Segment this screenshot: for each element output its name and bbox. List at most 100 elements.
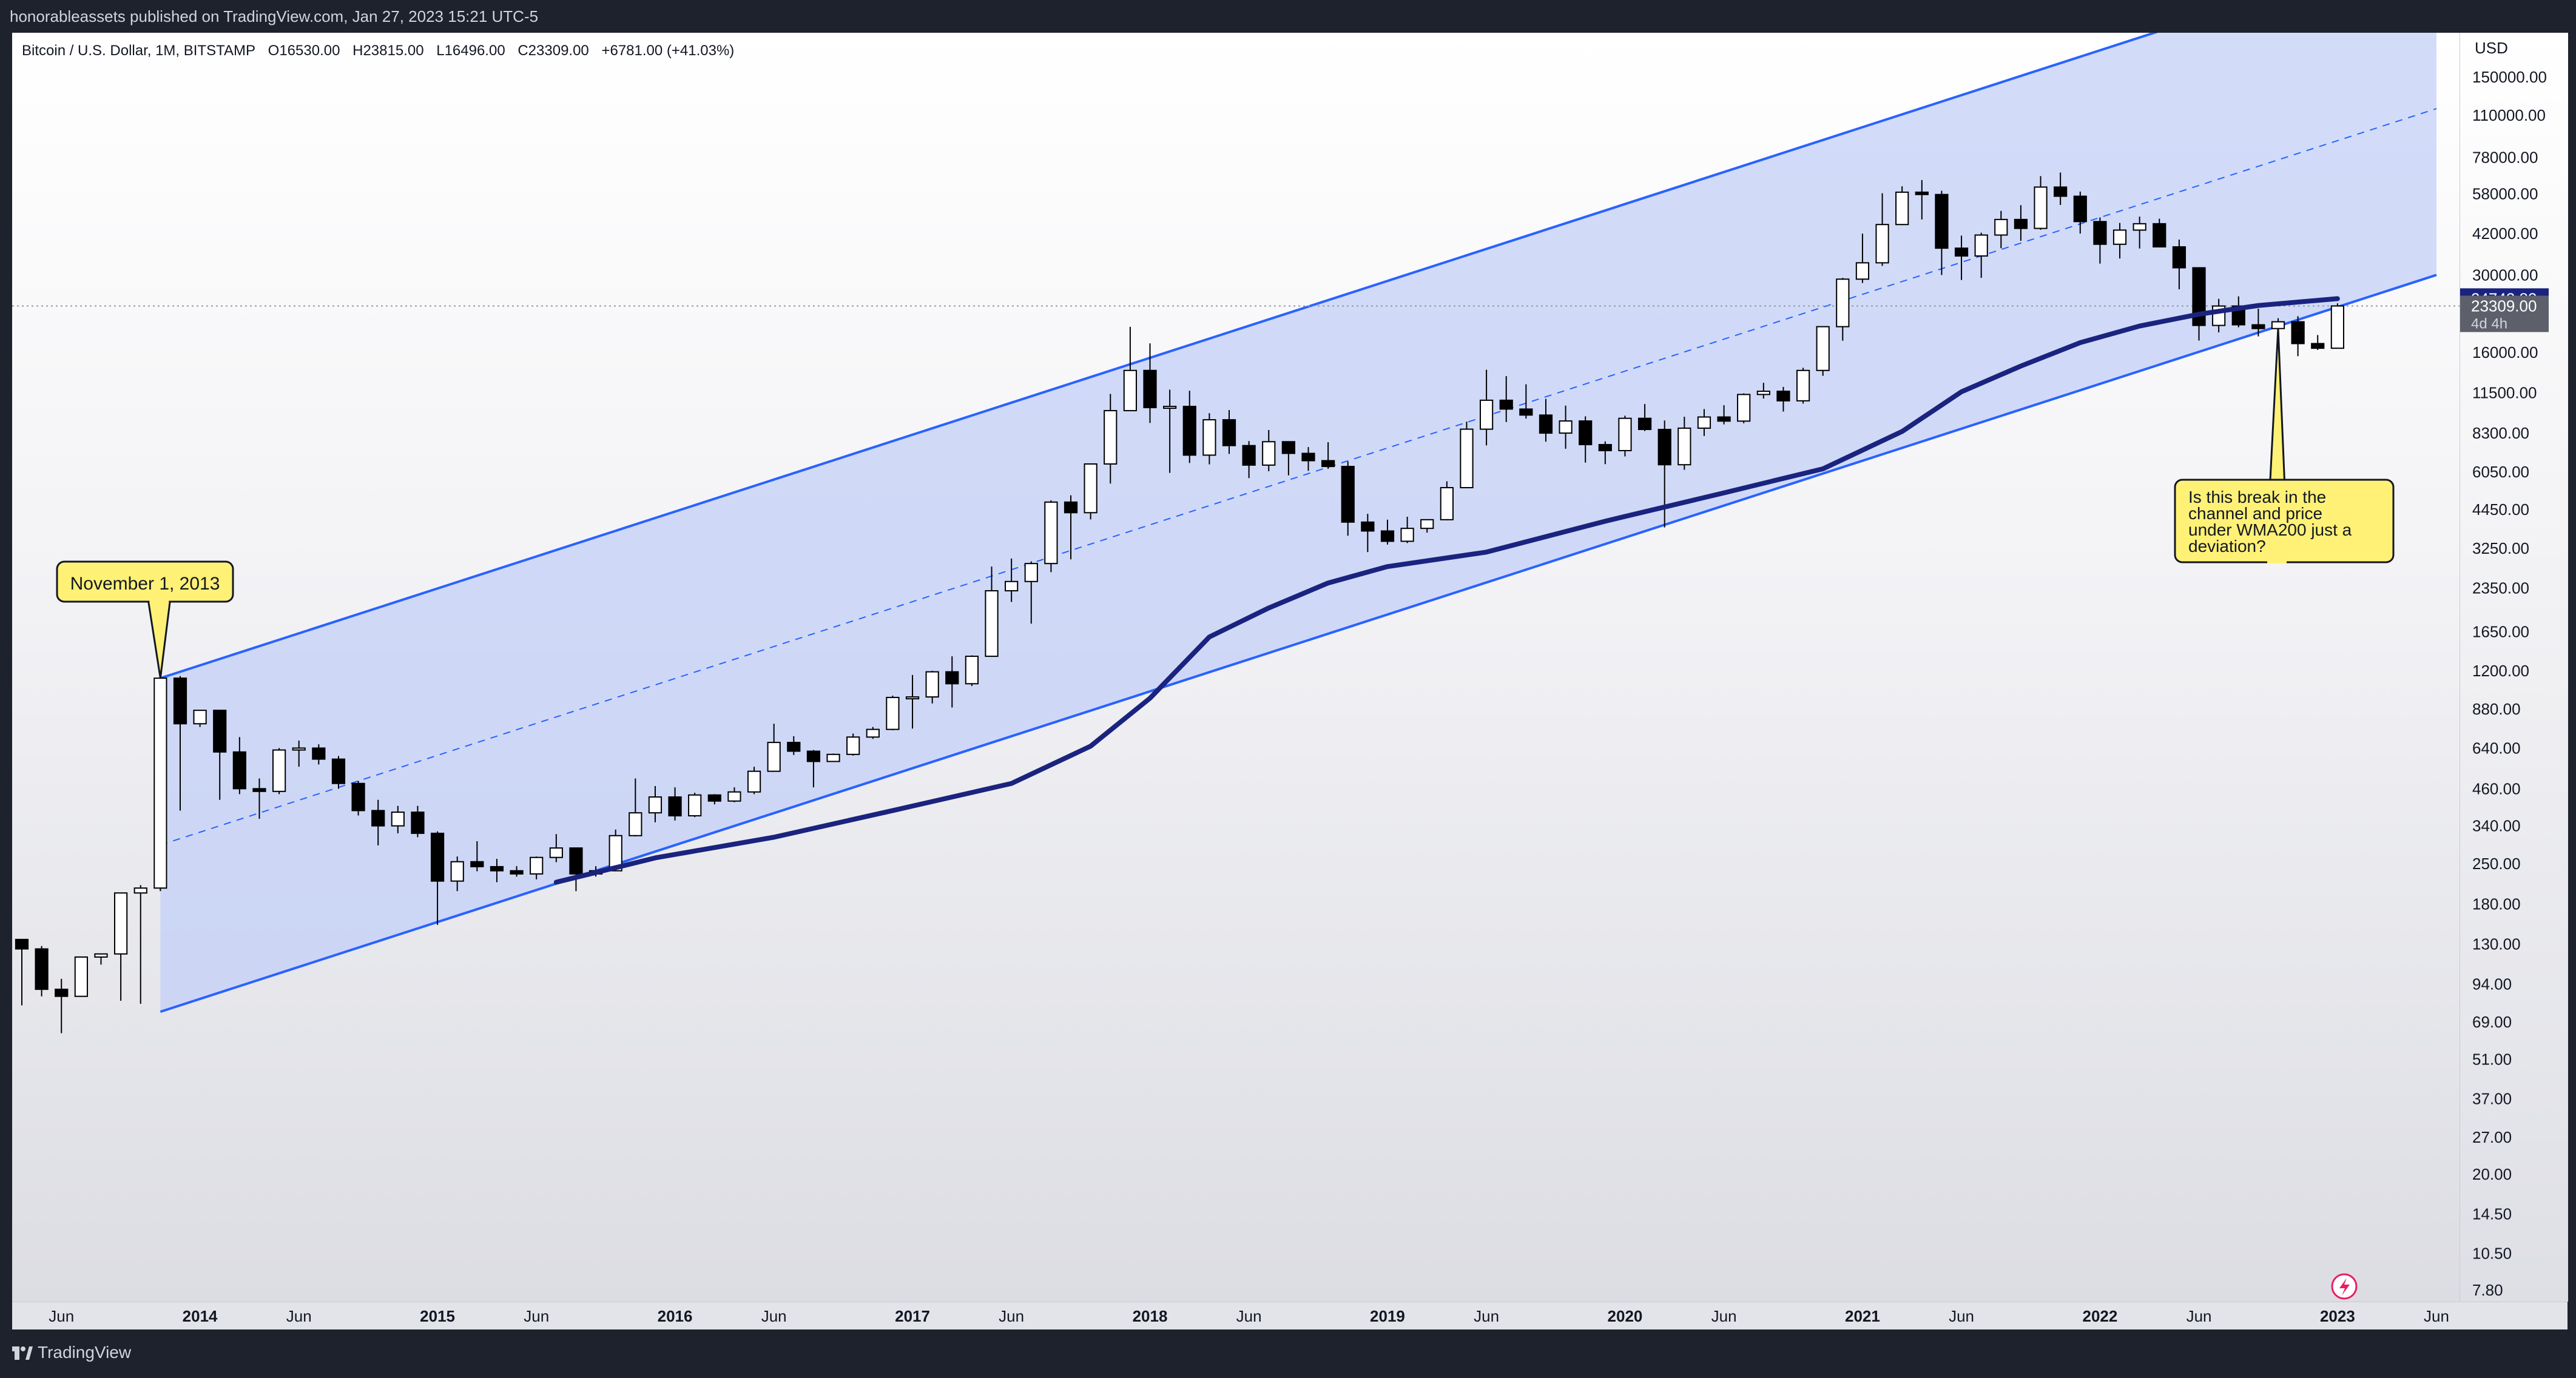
candle[interactable] xyxy=(1697,409,1711,436)
candle[interactable] xyxy=(193,710,207,727)
candle[interactable] xyxy=(1182,391,1196,463)
candle[interactable] xyxy=(1440,481,1454,520)
candle[interactable] xyxy=(1895,186,1909,226)
candle[interactable] xyxy=(530,856,544,879)
candle[interactable] xyxy=(1559,405,1573,449)
candle[interactable] xyxy=(1579,416,1593,463)
candle[interactable] xyxy=(1321,442,1335,469)
candle[interactable] xyxy=(2251,308,2265,337)
candle[interactable] xyxy=(1717,405,1731,425)
candle[interactable] xyxy=(2133,217,2146,249)
candle[interactable] xyxy=(629,778,642,837)
candle[interactable] xyxy=(2112,223,2127,259)
candle[interactable] xyxy=(2093,217,2107,264)
candle[interactable] xyxy=(2054,172,2068,205)
candle[interactable] xyxy=(846,733,860,756)
candle[interactable] xyxy=(2014,205,2028,241)
candle[interactable] xyxy=(232,737,246,795)
candle[interactable] xyxy=(1024,561,1038,624)
candle[interactable] xyxy=(1460,422,1474,489)
candle[interactable] xyxy=(688,793,702,818)
candle[interactable] xyxy=(945,656,959,708)
candle[interactable] xyxy=(2172,239,2187,289)
candle[interactable] xyxy=(1242,441,1256,479)
candle[interactable] xyxy=(1816,326,1830,376)
candle[interactable] xyxy=(1618,415,1632,457)
candle[interactable] xyxy=(450,856,464,892)
candle[interactable] xyxy=(15,938,29,1006)
candle[interactable] xyxy=(1637,404,1652,431)
candle[interactable] xyxy=(1875,193,1889,266)
candle[interactable] xyxy=(787,736,801,755)
candle[interactable] xyxy=(1657,420,1671,528)
lightning-icon[interactable] xyxy=(2331,1273,2358,1300)
candle[interactable] xyxy=(569,847,583,892)
candle[interactable] xyxy=(925,670,939,704)
chart-plot-area[interactable]: November 1, 2013 Is this break in the chan… xyxy=(12,33,2460,1302)
candle[interactable] xyxy=(1836,278,1850,341)
candle[interactable] xyxy=(312,744,326,765)
candle[interactable] xyxy=(1361,514,1375,553)
candle[interactable] xyxy=(153,671,167,892)
candle[interactable] xyxy=(1084,463,1097,520)
time-axis-svg[interactable]: Jun 2014 Jun 2015 Jun 2016 Jun 2017 Jun 2018 Jun 20… xyxy=(12,1302,2568,1330)
candle[interactable] xyxy=(2153,218,2166,247)
candle[interactable] xyxy=(1796,368,1810,404)
candle[interactable] xyxy=(74,956,88,997)
candle[interactable] xyxy=(1262,430,1276,471)
candle[interactable] xyxy=(55,978,69,1034)
candle[interactable] xyxy=(1776,386,1790,412)
candle[interactable] xyxy=(2192,267,2206,341)
candle[interactable] xyxy=(1301,447,1315,471)
candle[interactable] xyxy=(1855,234,1870,283)
candle[interactable] xyxy=(470,841,484,872)
price-axis[interactable]: USD 150000.00 110000.00 78000.00 58000.00 420… xyxy=(2460,33,2568,1302)
callout-deviation-question[interactable]: Is this break in the channel and price und… xyxy=(2174,328,2395,563)
candle[interactable] xyxy=(707,794,721,805)
candle[interactable] xyxy=(2034,176,2048,230)
candle[interactable] xyxy=(905,674,920,729)
candle[interactable] xyxy=(94,953,108,965)
price-axis-svg[interactable]: USD 150000.00 110000.00 78000.00 58000.00 420… xyxy=(2460,33,2568,1302)
candle[interactable] xyxy=(411,805,425,838)
candle[interactable] xyxy=(1123,326,1137,412)
candle[interactable] xyxy=(965,655,979,687)
candle[interactable] xyxy=(2073,191,2087,234)
candle[interactable] xyxy=(1380,519,1395,545)
candle[interactable] xyxy=(1499,376,1513,422)
candle[interactable] xyxy=(1756,383,1770,399)
candle[interactable] xyxy=(510,866,524,877)
candle[interactable] xyxy=(2291,316,2305,357)
candle[interactable] xyxy=(747,767,761,795)
candle[interactable] xyxy=(133,885,147,1004)
candle[interactable] xyxy=(1598,441,1612,465)
candle[interactable] xyxy=(549,834,563,862)
candle[interactable] xyxy=(1420,519,1434,533)
candle[interactable] xyxy=(272,748,286,795)
candle[interactable] xyxy=(648,785,663,822)
candle[interactable] xyxy=(1935,190,1949,275)
candle[interactable] xyxy=(1005,558,1019,602)
candle[interactable] xyxy=(1974,232,1988,278)
candle[interactable] xyxy=(430,831,445,925)
candle[interactable] xyxy=(1202,413,1216,465)
candle[interactable] xyxy=(114,892,128,1001)
candle[interactable] xyxy=(173,676,187,811)
candle[interactable] xyxy=(1994,210,2008,249)
callout-november-2013[interactable]: November 1, 2013 xyxy=(56,560,234,679)
candle[interactable] xyxy=(1479,369,1494,446)
time-axis[interactable]: Jun 2014 Jun 2015 Jun 2016 Jun 2017 Jun 2018 Jun 20… xyxy=(12,1302,2568,1330)
candle[interactable] xyxy=(1104,394,1118,484)
candle[interactable] xyxy=(331,756,346,789)
candle[interactable] xyxy=(1143,343,1157,423)
candle[interactable] xyxy=(985,566,999,657)
candle[interactable] xyxy=(826,753,840,762)
candle[interactable] xyxy=(886,696,900,730)
candle[interactable] xyxy=(213,710,227,800)
candle[interactable] xyxy=(1519,384,1533,419)
candle[interactable] xyxy=(2311,335,2325,351)
candle[interactable] xyxy=(2330,303,2344,349)
candle[interactable] xyxy=(1222,410,1236,454)
candle[interactable] xyxy=(767,724,781,772)
candle[interactable] xyxy=(609,829,622,872)
